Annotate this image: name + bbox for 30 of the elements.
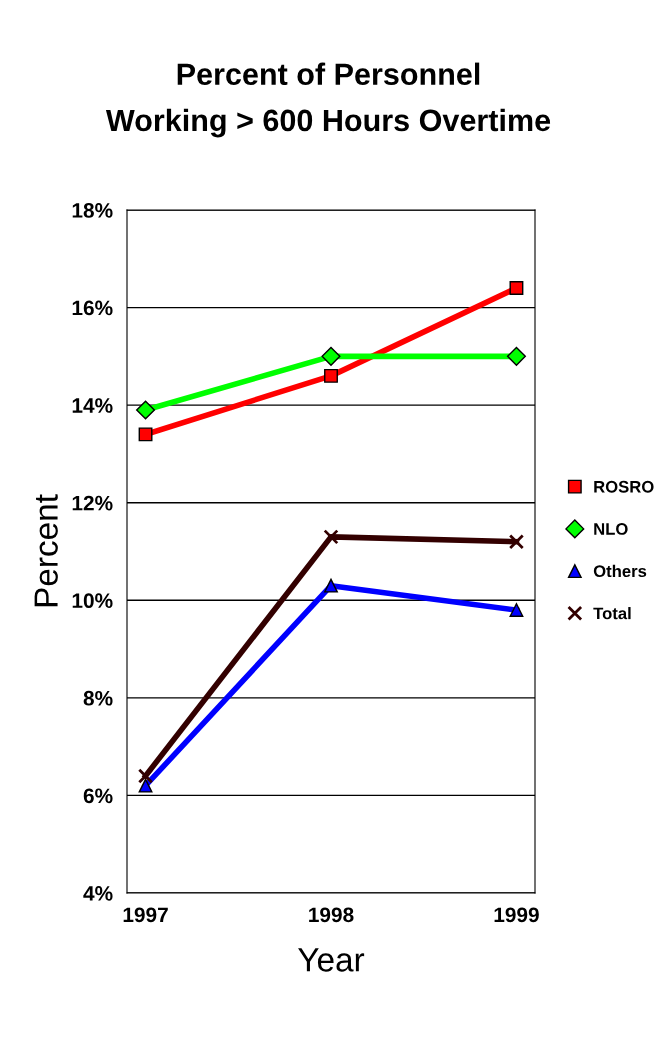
point (324, 368, 338, 383)
point (321, 346, 341, 366)
point (136, 400, 156, 420)
y-tick-label: 16% (72, 300, 113, 316)
legend-label: Others (593, 564, 647, 578)
point (323, 529, 339, 545)
point (509, 281, 524, 296)
x-axis-title: Year (298, 948, 365, 972)
point (506, 346, 526, 366)
y-axis-title: Percent (34, 494, 58, 607)
y-tick-label: 6% (83, 788, 113, 804)
legend-label: Total (593, 607, 631, 620)
chart-title: Percent of Personnel Working > 600 Hours Overtime (105, 62, 551, 138)
point (508, 534, 525, 550)
x-tick-label: 1998 (309, 907, 354, 923)
legend-label: ROSRO (594, 480, 654, 493)
point (324, 578, 338, 593)
y-tick-label: 18% (72, 203, 113, 218)
y-tick-label: 4% (83, 886, 113, 901)
y-tick-label: 8% (83, 690, 113, 706)
point (137, 768, 154, 784)
x-tick-label: 1997 (123, 907, 168, 923)
point (138, 427, 153, 442)
legend-label: NLO (594, 523, 628, 535)
y-tick-label: 10% (72, 593, 113, 609)
point (138, 778, 153, 793)
x-tick-label: 1999 (494, 907, 539, 923)
y-tick-label: 14% (72, 398, 113, 413)
y-tick-label: 12% (72, 495, 113, 511)
point (509, 603, 524, 617)
